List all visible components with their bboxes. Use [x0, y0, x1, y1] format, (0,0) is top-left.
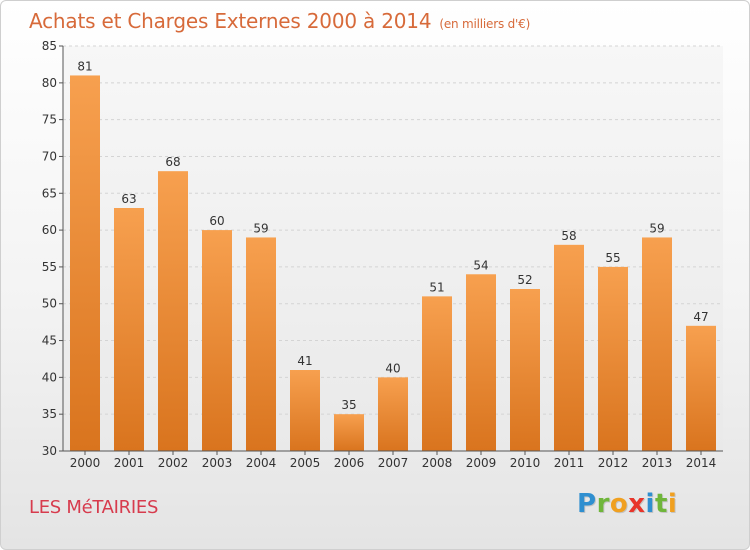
y-tick-label: 30	[42, 444, 57, 458]
logo-letter: t	[654, 489, 668, 519]
data-label-2007: 40	[385, 361, 400, 375]
x-tick-label-2013: 2013	[642, 456, 673, 470]
data-label-2009: 54	[473, 258, 488, 272]
logo-letter: i	[667, 489, 678, 519]
x-tick-label-2006: 2006	[334, 456, 365, 470]
data-label-2011: 58	[561, 229, 576, 243]
bar-2009	[466, 274, 496, 451]
bar-2002	[158, 171, 188, 451]
data-label-2000: 81	[77, 59, 92, 73]
data-label-2005: 41	[297, 354, 312, 368]
x-tick-label-2003: 2003	[202, 456, 233, 470]
bar-2008	[422, 296, 452, 451]
bar-2005	[290, 370, 320, 451]
bar-2012	[598, 266, 628, 451]
chart-subtitle: (en milliers d'€)	[439, 17, 531, 31]
data-label-2014: 47	[693, 310, 708, 324]
x-axis-ticks: 2000 2001 2002 2003 2004 2005 2006 2007 2008 2009…	[70, 451, 717, 470]
bar-2004	[246, 237, 276, 451]
y-tick-label: 35	[42, 407, 57, 421]
y-tick-label: 75	[42, 113, 57, 127]
bar-2006	[334, 414, 364, 451]
x-tick-label-2002: 2002	[158, 456, 189, 470]
proxiti-logo: Proxiti	[577, 489, 677, 519]
data-label-2010: 52	[517, 273, 532, 287]
logo-letter: x	[628, 489, 646, 519]
data-label-2013: 59	[649, 221, 664, 235]
data-label-2008: 51	[429, 280, 444, 294]
data-label-2006: 35	[341, 398, 356, 412]
data-label-2012: 55	[605, 251, 620, 265]
bar-2010	[510, 289, 540, 451]
data-label-2001: 63	[121, 192, 136, 206]
bars	[70, 75, 716, 452]
x-tick-label-2011: 2011	[554, 456, 585, 470]
bar-2013	[642, 237, 672, 451]
y-tick-label: 45	[42, 334, 57, 348]
logo-letter: i	[645, 489, 655, 519]
bar-2007	[378, 377, 408, 451]
data-label-2004: 59	[253, 221, 268, 235]
data-label-2003: 60	[209, 214, 224, 228]
data-labels: 81 63 68 60 59 41 35 40 51 54 52 58 55 59 47	[77, 59, 708, 412]
y-tick-label: 50	[42, 297, 57, 311]
commune-name: LES MéTAIRIES	[29, 497, 159, 518]
x-tick-label-2009: 2009	[466, 456, 497, 470]
x-tick-label-2007: 2007	[378, 456, 409, 470]
logo-letter: P	[577, 489, 597, 519]
y-tick-label: 55	[42, 260, 57, 274]
x-tick-label-2004: 2004	[246, 456, 277, 470]
bar-2011	[554, 244, 584, 451]
y-tick-label: 40	[42, 370, 57, 384]
y-tick-label: 80	[42, 76, 57, 90]
y-tick-label: 60	[42, 223, 57, 237]
y-tick-label: 85	[42, 39, 57, 53]
y-tick-label: 65	[42, 186, 57, 200]
logo-letter: o	[609, 489, 629, 519]
y-tick-label: 70	[42, 149, 57, 163]
x-tick-label-2012: 2012	[598, 456, 629, 470]
y-axis-ticks: 30 35 40 45 50 55 60 65 70 75 80 85	[42, 39, 63, 458]
x-tick-label-2000: 2000	[70, 456, 101, 470]
data-label-2002: 68	[165, 155, 180, 169]
chart-title: Achats et Charges Externes 2000 à 2014 (e…	[29, 9, 530, 33]
bar-2014	[686, 325, 716, 451]
x-tick-label-2005: 2005	[290, 456, 321, 470]
x-tick-label-2010: 2010	[510, 456, 541, 470]
x-tick-label-2014: 2014	[686, 456, 717, 470]
bar-2000	[70, 75, 100, 452]
x-tick-label-2001: 2001	[114, 456, 145, 470]
x-tick-label-2008: 2008	[422, 456, 453, 470]
logo-letter: r	[596, 489, 610, 519]
bar-2003	[202, 230, 232, 451]
chart-title-text: Achats et Charges Externes 2000 à 2014	[29, 9, 432, 33]
bar-2001	[114, 208, 144, 451]
